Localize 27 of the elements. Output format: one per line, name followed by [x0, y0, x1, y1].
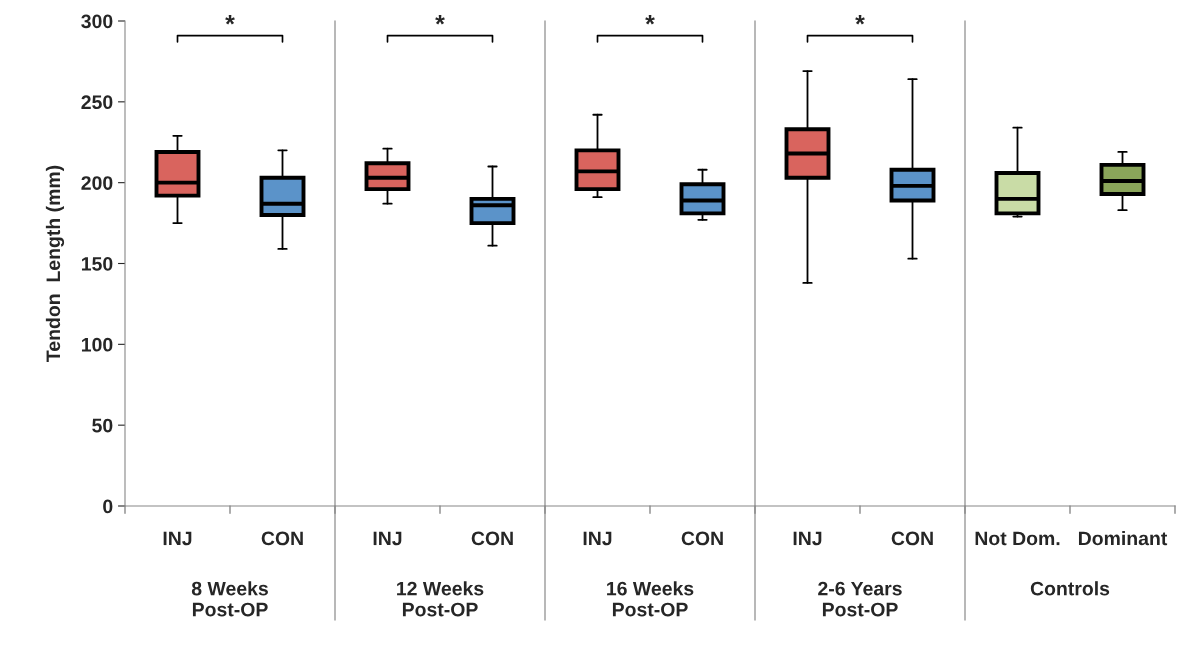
x-tick-label: INJ: [373, 531, 402, 546]
y-tick-label: 100: [81, 337, 113, 352]
x-tick-label: INJ: [163, 531, 192, 546]
x-tick-label: INJ: [793, 531, 822, 546]
x-tick-label: CON: [681, 531, 723, 546]
y-tick-label: 0: [103, 499, 113, 514]
x-tick-label: Not Dom.: [975, 531, 1060, 546]
y-tick-label: 150: [81, 256, 113, 271]
annotation: *: [855, 15, 865, 25]
text: Controls: [1030, 581, 1110, 596]
text: 12 Weeks Post-OP: [397, 581, 484, 617]
annotation: *: [435, 15, 445, 25]
x-tick-label: INJ: [583, 531, 612, 546]
annotation: *: [645, 15, 655, 25]
y-tick-label: 300: [81, 14, 113, 29]
text: 16 Weeks Post-OP: [607, 581, 694, 617]
y-tick-label: 200: [81, 176, 113, 190]
text: 8 Weeks Post-OP: [191, 581, 268, 617]
x-tick-label: Dominant: [1078, 531, 1168, 546]
y-tick-label: 50: [92, 418, 113, 433]
x-tick-label: CON: [471, 531, 513, 546]
text: 2-6 Years Post-OP: [818, 581, 902, 617]
y-tick-label: 250: [81, 95, 113, 110]
annotation: *: [225, 15, 235, 25]
x-tick-label: CON: [261, 531, 303, 546]
x-tick-label: CON: [891, 531, 933, 546]
y-axis-title: Tendon Length (mm): [45, 165, 65, 362]
